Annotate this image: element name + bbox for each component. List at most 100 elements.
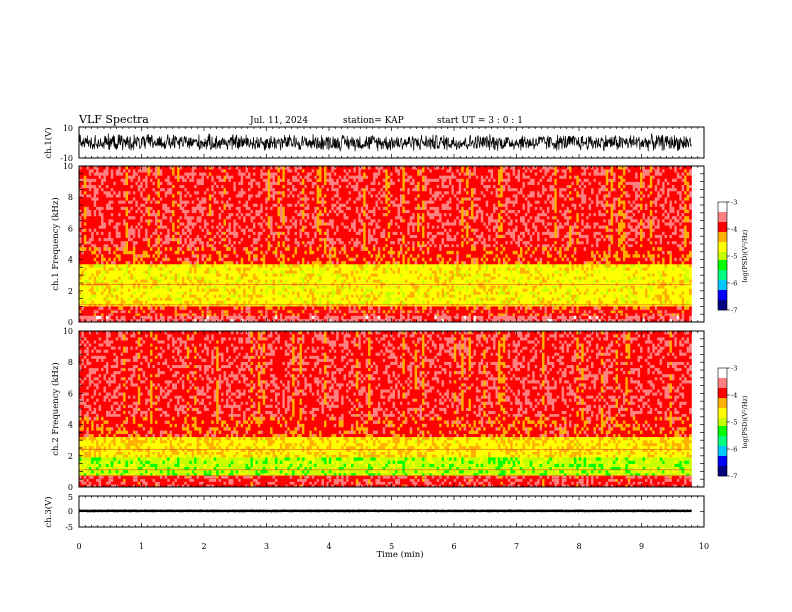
spectrogram-cell xyxy=(91,175,94,178)
spectrogram-cell xyxy=(84,225,87,228)
spectrogram-cell xyxy=(94,285,97,288)
spectrogram-cell xyxy=(86,197,89,200)
spectrogram-cell xyxy=(145,185,148,188)
spectrogram-cell xyxy=(121,291,124,294)
spectrogram-cell xyxy=(160,232,163,235)
spectrogram-cell xyxy=(86,316,89,319)
spectrogram-cell xyxy=(140,270,143,273)
spectrogram-cell xyxy=(94,216,97,219)
spectrogram-cell xyxy=(128,175,131,178)
spectrogram-cell xyxy=(155,238,158,241)
spectrogram-cell xyxy=(86,210,89,213)
spectrogram-cell xyxy=(111,254,114,258)
spectrogram-cell xyxy=(99,267,102,270)
spectrogram-cell xyxy=(94,200,97,203)
spectrogram-cell xyxy=(138,238,141,241)
spectrogram-cell xyxy=(148,261,151,265)
spectrogram-cell xyxy=(91,251,94,255)
spectrogram-cell xyxy=(121,270,124,273)
spectrogram-cell xyxy=(160,267,163,270)
spectrogram-cell xyxy=(160,200,163,203)
spectrogram-cell xyxy=(150,288,153,291)
spectrogram-cell xyxy=(96,257,99,261)
start-ut-label: start UT = 3 : 0 : 1 xyxy=(437,116,523,126)
spectrogram-cell xyxy=(126,222,129,225)
spectrogram-cell xyxy=(121,294,124,297)
spectrogram-cell xyxy=(121,285,124,288)
spectrogram-cell xyxy=(135,254,138,258)
spectrogram-cell xyxy=(123,294,126,297)
spectrogram-cell xyxy=(111,169,114,172)
spectrogram-cell xyxy=(135,200,138,203)
spectrogram-cell xyxy=(162,264,165,267)
spectrogram-cell xyxy=(108,291,111,294)
spectrogram-cell xyxy=(91,288,94,291)
spectrogram-cell xyxy=(104,203,107,206)
spectrogram-cell xyxy=(155,219,158,222)
spectrogram-cell xyxy=(106,200,109,203)
spectrogram-cell xyxy=(133,241,136,244)
spectrogram-cell xyxy=(160,261,163,265)
spectrogram-cell xyxy=(94,213,97,216)
spectrogram-cell xyxy=(94,238,97,241)
spectrogram-cell xyxy=(116,225,119,228)
spectrogram-cell xyxy=(150,228,153,231)
spectrogram-cell xyxy=(123,279,126,282)
spectrogram-cell xyxy=(162,197,165,200)
spectrogram-cell xyxy=(118,172,121,175)
spectrogram-cell xyxy=(91,244,94,247)
spectrogram-cell xyxy=(143,270,146,273)
spectrogram-cell xyxy=(153,306,156,309)
spectrogram-cell xyxy=(116,213,119,216)
spectrogram-cell xyxy=(160,285,163,288)
spectrogram-cell xyxy=(130,175,133,178)
spectrogram-cell xyxy=(108,203,111,206)
spectrogram-cell xyxy=(153,213,156,216)
spectrogram-cell xyxy=(140,232,143,235)
spectrogram-cell xyxy=(138,270,141,273)
spectrogram-cell xyxy=(81,291,84,294)
spectrogram-cell xyxy=(150,182,153,185)
spectrogram-cell xyxy=(128,247,131,251)
spectrogram-cell xyxy=(123,175,126,178)
spectrogram-cell xyxy=(104,191,107,194)
spectrogram-cell xyxy=(145,188,148,191)
spectrogram-cell xyxy=(150,238,153,241)
spectrogram-cell xyxy=(113,282,116,285)
spectrogram-cell xyxy=(155,244,158,247)
spectrogram-cell xyxy=(108,200,111,203)
spectrogram-cell xyxy=(101,257,104,261)
spectrogram-cell xyxy=(81,213,84,216)
spectrogram-cell xyxy=(123,200,126,203)
spectrogram-cell xyxy=(150,244,153,247)
spectrogram-cell xyxy=(86,182,89,185)
spectrogram-cell xyxy=(155,285,158,288)
spectrogram-cell xyxy=(123,178,126,181)
spectrogram-cell xyxy=(155,247,158,251)
spectrogram-cell xyxy=(143,244,146,247)
spectrogram-cell xyxy=(81,261,84,265)
spectrogram-cell xyxy=(126,241,129,244)
spectrogram-cell xyxy=(140,297,143,300)
spectrogram-cell xyxy=(135,210,138,213)
spectrogram-cell xyxy=(118,235,121,238)
spectrogram-cell xyxy=(155,216,158,219)
spectrogram-cell xyxy=(113,279,116,282)
spectrogram-cell xyxy=(121,228,124,231)
spectrogram-cell xyxy=(99,241,102,244)
spectrogram-cell xyxy=(155,188,158,191)
spectrogram-cell xyxy=(118,228,121,231)
spectrogram-cell xyxy=(138,261,141,265)
spectrogram-cell xyxy=(89,232,92,235)
spectrogram-cell xyxy=(153,235,156,238)
spectrogram-cell xyxy=(121,194,124,197)
spectrogram-cell xyxy=(157,251,160,255)
spectrogram-cell xyxy=(118,267,121,270)
spectrogram-cell xyxy=(116,247,119,251)
spectrogram-cell xyxy=(155,297,158,300)
spectrogram-cell xyxy=(113,244,116,247)
spectrogram-cell xyxy=(111,291,114,294)
spectrogram-cell xyxy=(165,216,168,219)
spectrogram-cell xyxy=(148,257,151,261)
spectrogram-cell xyxy=(121,232,124,235)
